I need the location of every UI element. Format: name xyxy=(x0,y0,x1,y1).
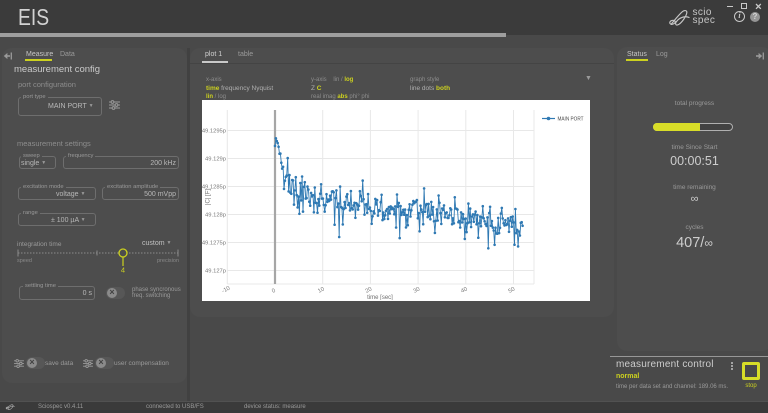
svg-text:time [sec]: time [sec] xyxy=(367,295,393,300)
svg-text:MAIN PORT: MAIN PORT xyxy=(558,117,585,123)
svg-text:|C| [F]: |C| [F] xyxy=(206,189,212,205)
svg-text:50: 50 xyxy=(508,286,517,294)
svg-text:4: 4 xyxy=(121,266,125,275)
svg-text:40: 40 xyxy=(460,286,469,294)
svg-text:30: 30 xyxy=(413,286,422,294)
svg-text:49.1295p: 49.1295p xyxy=(202,129,226,135)
svg-text:0: 0 xyxy=(271,288,277,295)
svg-text:-10: -10 xyxy=(221,286,231,295)
svg-text:10: 10 xyxy=(317,286,326,294)
svg-text:49.127p: 49.127p xyxy=(205,269,226,275)
svg-text:scio: scio xyxy=(693,7,712,18)
svg-text:49.1285p: 49.1285p xyxy=(202,185,226,191)
svg-text:20: 20 xyxy=(365,286,374,294)
svg-text:spec: spec xyxy=(693,15,716,26)
svg-text:49.129p: 49.129p xyxy=(205,157,226,163)
svg-text:49.128p: 49.128p xyxy=(205,213,226,219)
svg-text:49.1275p: 49.1275p xyxy=(202,241,226,247)
